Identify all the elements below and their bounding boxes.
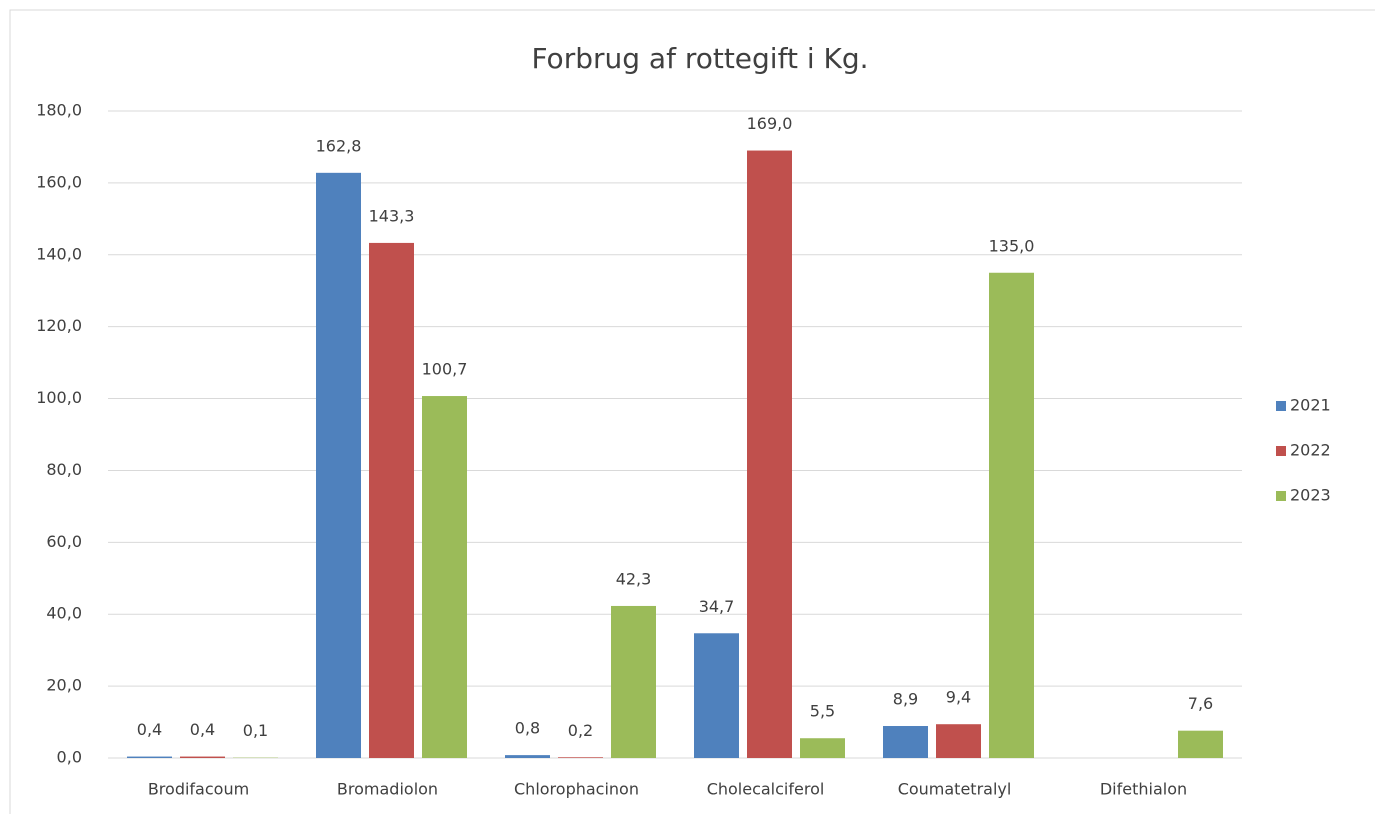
y-tick-label: 20,0 xyxy=(46,676,82,695)
bar xyxy=(1178,730,1223,758)
data-label: 0,2 xyxy=(568,721,593,740)
bar xyxy=(747,150,792,759)
x-tick-label: Brodifacoum xyxy=(148,780,249,799)
data-label: 0,1 xyxy=(243,721,268,740)
data-label: 143,3 xyxy=(369,206,415,225)
y-tick-label: 40,0 xyxy=(46,604,82,623)
chart-title: Forbrug af rottegift i Kg. xyxy=(531,42,868,75)
data-label: 169,0 xyxy=(747,114,793,133)
legend-swatch xyxy=(1276,446,1286,456)
legend-label: 2023 xyxy=(1290,486,1331,505)
x-tick-label: Chlorophacinon xyxy=(514,780,639,799)
data-label: 5,5 xyxy=(810,702,835,721)
data-label: 9,4 xyxy=(946,688,971,707)
bar xyxy=(180,756,225,758)
y-tick-label: 180,0 xyxy=(36,101,82,120)
data-label: 42,3 xyxy=(616,569,652,588)
bar xyxy=(800,738,845,758)
data-label: 0,4 xyxy=(190,720,215,739)
bar xyxy=(694,633,739,758)
legend-swatch xyxy=(1276,491,1286,501)
y-tick-label: 80,0 xyxy=(46,460,82,479)
legend-label: 2021 xyxy=(1290,396,1331,415)
bar xyxy=(369,242,414,758)
data-label: 135,0 xyxy=(989,236,1035,255)
x-tick-label: Cholecalciferol xyxy=(707,780,825,799)
data-label: 34,7 xyxy=(699,597,735,616)
y-tick-label: 120,0 xyxy=(36,316,82,335)
x-tick-label: Difethialon xyxy=(1100,780,1187,799)
bar xyxy=(316,172,361,758)
x-tick-label: Coumatetralyl xyxy=(898,780,1012,799)
y-tick-label: 100,0 xyxy=(36,388,82,407)
legend-label: 2022 xyxy=(1290,441,1331,460)
data-label: 0,8 xyxy=(515,719,540,738)
y-tick-label: 140,0 xyxy=(36,244,82,263)
bar xyxy=(422,396,467,758)
legend-swatch xyxy=(1276,401,1286,411)
bar xyxy=(127,756,172,758)
bar xyxy=(611,605,656,758)
x-tick-label: Bromadiolon xyxy=(337,780,438,799)
bar xyxy=(883,726,928,758)
bar xyxy=(936,724,981,758)
y-tick-label: 60,0 xyxy=(46,532,82,551)
bar xyxy=(558,757,603,758)
data-label: 7,6 xyxy=(1188,694,1213,713)
data-label: 162,8 xyxy=(316,136,362,155)
bar xyxy=(505,755,550,758)
chart-border xyxy=(9,9,1375,814)
data-label: 8,9 xyxy=(893,690,918,709)
data-label: 100,7 xyxy=(422,360,468,379)
bar xyxy=(989,272,1034,758)
data-label: 0,4 xyxy=(137,720,162,739)
y-tick-label: 160,0 xyxy=(36,172,82,191)
y-tick-label: 0,0 xyxy=(57,748,82,767)
